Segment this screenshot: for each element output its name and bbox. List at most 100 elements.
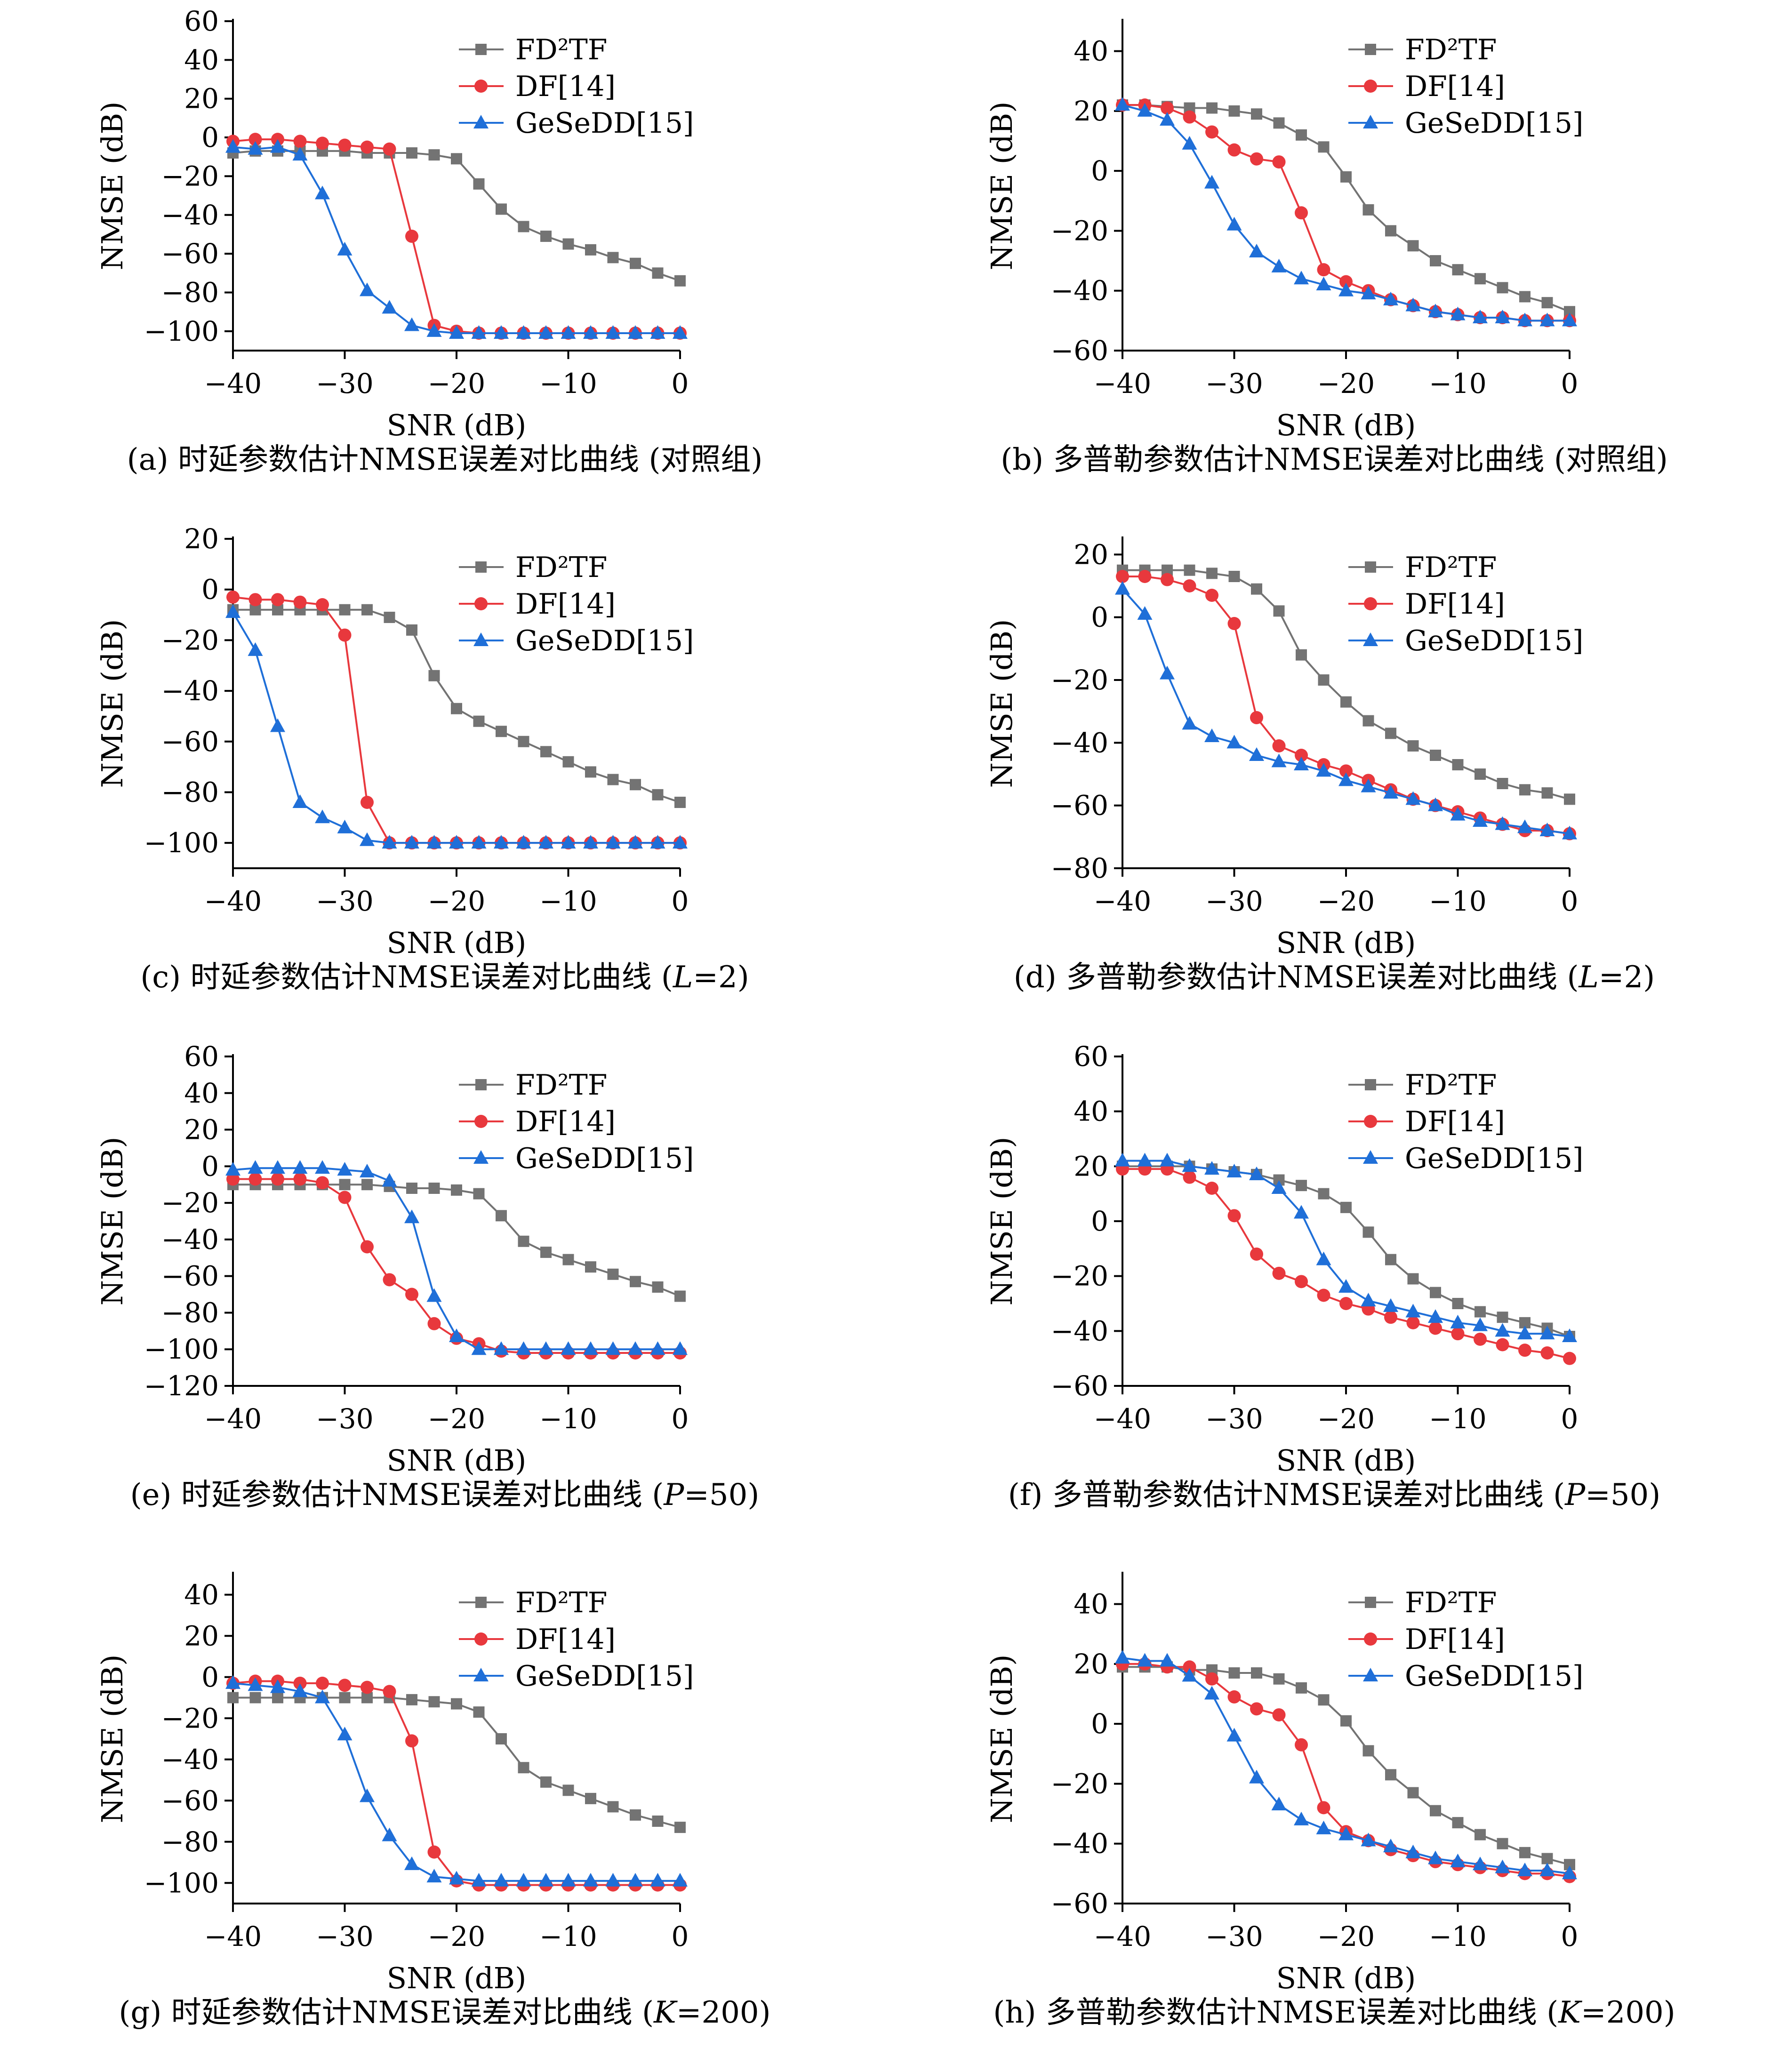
x-tick-label: −30 xyxy=(1205,1920,1263,1952)
y-tick-label: −40 xyxy=(161,1744,219,1776)
data-point xyxy=(382,1173,397,1187)
data-point xyxy=(339,1179,351,1191)
y-tick-label: 40 xyxy=(184,1579,219,1611)
data-point xyxy=(1249,1166,1264,1180)
data-point xyxy=(1272,739,1286,752)
data-point xyxy=(1473,813,1488,827)
data-point xyxy=(1562,825,1577,840)
data-point xyxy=(1227,143,1241,157)
data-point xyxy=(315,1160,330,1174)
data-point xyxy=(428,1183,440,1194)
x-axis-label: SNR (dB) xyxy=(1276,1961,1416,1995)
series-line-1 xyxy=(1122,1165,1570,1337)
data-point xyxy=(1450,306,1466,320)
legend-marker xyxy=(474,597,488,610)
x-tick-label: −30 xyxy=(316,368,373,400)
data-point xyxy=(538,1872,553,1887)
data-point xyxy=(605,325,621,339)
data-point xyxy=(628,1341,643,1355)
legend-label: DF[14] xyxy=(515,1623,616,1656)
data-point xyxy=(338,1191,352,1204)
data-point xyxy=(1250,152,1263,166)
data-point xyxy=(605,1341,621,1355)
data-point xyxy=(1474,273,1486,285)
legend-marker xyxy=(474,1632,488,1646)
data-point xyxy=(1271,258,1287,272)
data-point xyxy=(628,325,643,339)
data-point xyxy=(1473,1856,1488,1871)
data-point xyxy=(225,604,240,618)
data-point xyxy=(673,1341,688,1355)
legend-marker xyxy=(474,1115,488,1128)
data-point xyxy=(628,1872,643,1887)
data-point xyxy=(1295,1275,1308,1288)
data-point xyxy=(516,1872,531,1887)
data-point xyxy=(316,1676,329,1690)
data-point xyxy=(1495,1859,1510,1873)
data-point xyxy=(316,598,329,611)
data-point xyxy=(585,766,596,778)
data-point xyxy=(1452,759,1464,770)
y-tick-label: −100 xyxy=(144,1867,219,1899)
data-point xyxy=(1338,772,1354,786)
y-tick-label: 40 xyxy=(1074,35,1108,67)
data-point xyxy=(226,1172,240,1186)
caption-variable: L xyxy=(673,960,693,995)
caption-tail: =2) xyxy=(693,960,749,995)
data-point xyxy=(225,1675,240,1689)
data-point xyxy=(496,726,507,737)
data-point xyxy=(404,1209,419,1224)
data-point xyxy=(538,835,553,849)
y-tick-label: 20 xyxy=(184,83,219,115)
y-tick-label: 0 xyxy=(1091,1708,1108,1740)
data-point xyxy=(540,746,552,758)
caption-tail: =50) xyxy=(684,1478,760,1512)
data-point xyxy=(361,604,373,616)
data-point xyxy=(1451,1327,1465,1341)
data-point xyxy=(292,794,308,808)
data-point xyxy=(1406,1316,1420,1329)
data-point xyxy=(1474,1306,1486,1318)
data-point xyxy=(1294,757,1309,770)
data-point xyxy=(292,147,308,161)
data-point xyxy=(1294,1205,1309,1219)
y-axis-label: NMSE (dB) xyxy=(95,1137,129,1306)
data-point xyxy=(1161,573,1174,586)
caption-variable: P xyxy=(664,1478,684,1512)
data-point xyxy=(1318,674,1330,686)
data-point xyxy=(1206,568,1218,579)
data-point xyxy=(248,642,263,656)
data-point xyxy=(607,774,619,785)
x-tick-label: −10 xyxy=(1429,368,1486,400)
y-tick-label: 40 xyxy=(1074,1096,1108,1128)
data-point xyxy=(1428,1309,1443,1323)
data-point xyxy=(1251,108,1262,120)
data-point xyxy=(583,1341,598,1355)
data-point xyxy=(361,1240,374,1254)
y-tick-label: 20 xyxy=(1074,538,1108,570)
x-tick-label: −40 xyxy=(204,1403,262,1435)
data-point xyxy=(1295,206,1308,220)
data-point xyxy=(673,1872,688,1887)
data-point xyxy=(248,1172,262,1186)
data-point xyxy=(1115,1650,1130,1664)
data-point xyxy=(1340,1715,1352,1727)
data-point xyxy=(1183,579,1196,592)
x-tick-label: 0 xyxy=(672,368,689,400)
chart-caption: (a) 时延参数估计NMSE误差对比曲线 (对照组) xyxy=(0,435,890,479)
data-point xyxy=(583,1872,598,1887)
data-point xyxy=(1385,225,1396,237)
data-point xyxy=(652,1281,664,1293)
data-point xyxy=(1182,716,1197,730)
data-point xyxy=(1430,1805,1441,1816)
data-point xyxy=(516,835,531,849)
y-tick-label: −40 xyxy=(161,199,219,231)
data-point xyxy=(496,1733,507,1744)
y-tick-label: 20 xyxy=(184,523,219,555)
data-point xyxy=(540,231,552,242)
data-point xyxy=(1317,263,1330,277)
x-tick-label: −30 xyxy=(316,1920,373,1952)
x-tick-label: −10 xyxy=(539,885,597,917)
data-point xyxy=(1115,1152,1130,1167)
